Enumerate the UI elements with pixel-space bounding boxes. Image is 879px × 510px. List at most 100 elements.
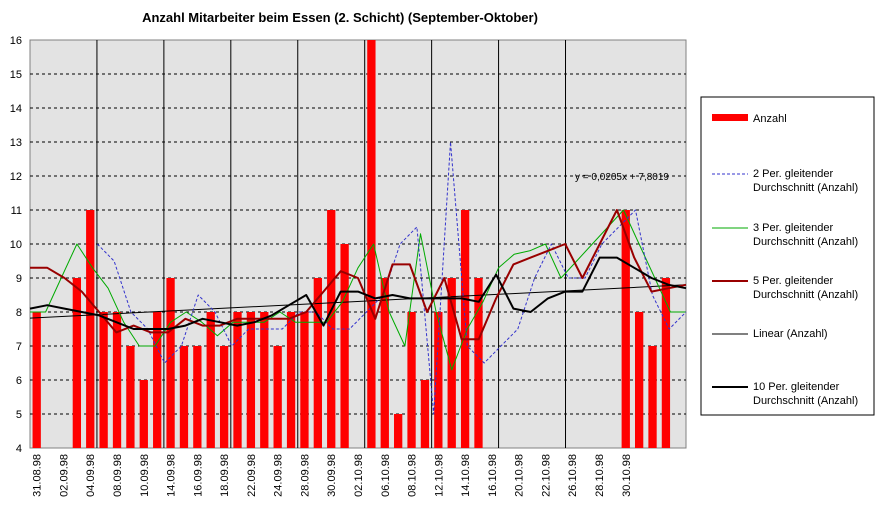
legend: Anzahl 2 Per. gleitender Durchschnitt (An… [700,96,875,416]
y-tick-label: 7 [16,341,22,353]
bar [420,380,430,448]
y-tick-label: 11 [11,205,22,217]
x-tick-label: 24.09.98 [273,454,285,497]
legend-label-ma2: 2 Per. gleitender Durchschnitt (Anzahl) [753,168,858,194]
x-tick-label: 12.10.98 [433,454,445,497]
x-tick-label: 30.10.98 [621,454,633,497]
x-tick-label: 18.09.98 [219,454,231,497]
trendline-label: y = 0,0205x + 7,8019 [575,172,669,183]
legend-label-ma10: 10 Per. gleitender Durchschnitt (Anzahl) [753,381,858,407]
legend-label-ma5-line1: 5 Per. gleitender [753,275,833,287]
x-tick-label: 16.10.98 [487,454,499,497]
x-tick-label: 22.09.98 [246,454,258,497]
x-tick-label: 02.10.98 [353,454,365,497]
legend-label-ma10-line1: 10 Per. gleitender [753,381,840,393]
x-tick-label: 28.09.98 [299,454,311,497]
bar [621,210,630,448]
y-tick-label: 13 [10,137,22,149]
bar [661,278,671,448]
y-tick-label: 9 [16,273,22,285]
bar [233,312,242,448]
bar [153,312,162,448]
y-tick-label: 8 [16,307,22,319]
legend-label-linear: Linear (Anzahl) [753,328,828,340]
legend-label-ma3-line1: 3 Per. gleitender [753,222,833,234]
x-axis: 31.08.98 02.09.98 04.09.98 08.09.98 10.09.98… [32,454,633,497]
bar [273,346,282,448]
x-tick-label: 20.10.98 [514,454,526,497]
bar [246,312,256,448]
bar [166,278,175,448]
x-tick-label: 04.09.98 [85,454,97,497]
x-tick-label: 28.10.98 [594,454,606,497]
legend-label-ma3: 3 Per. gleitender Durchschnitt (Anzahl) [753,222,858,248]
bar [112,312,122,448]
bar [86,210,95,448]
legend-label-ma5-line2: Durchschnitt (Anzahl) [753,289,858,301]
legend-label-ma3-line2: Durchschnitt (Anzahl) [753,236,858,248]
series-ma3-line [30,209,686,371]
x-tick-label: 30.09.98 [326,454,338,497]
series-linear-trend [29,284,687,319]
legend-label-ma5: 5 Per. gleitender Durchschnitt (Anzahl) [753,275,858,301]
bar [648,346,657,448]
x-tick-label: 06.10.98 [380,454,392,497]
gridlines [30,73,686,415]
bar [219,346,229,448]
y-tick-label: 15 [10,69,22,81]
x-tick-label: 16.09.98 [192,454,204,497]
legend-label-ma2-line2: Durchschnitt (Anzahl) [753,182,858,194]
bar [380,278,389,448]
bar [206,312,215,448]
bar [434,312,443,448]
bar [460,210,470,448]
y-tick-label: 14 [10,103,22,115]
line-series [29,141,687,415]
x-tick-label: 22.10.98 [540,454,552,497]
x-tick-label: 26.10.98 [567,454,579,497]
x-tick-label: 14.10.98 [460,454,472,497]
bar [313,278,322,448]
chart-title: Anzahl Mitarbeiter beim Essen (2. Schich… [142,10,538,25]
y-tick-label: 5 [16,409,22,421]
y-tick-label: 16 [10,35,22,47]
y-tick-label: 6 [16,375,22,387]
bar [634,312,644,448]
legend-label-bars: Anzahl [753,113,787,125]
bar [367,40,376,448]
bar [327,210,336,448]
x-tick-label: 08.10.98 [407,454,419,497]
y-axis: 4 5 6 7 8 9 10 11 12 13 14 15 16 [10,35,22,455]
bar [447,278,456,448]
series-ma5-line [30,209,687,341]
bar [99,312,108,448]
x-tick-label: 14.09.98 [166,454,178,497]
y-tick-label: 10 [10,239,22,251]
bar [193,346,202,448]
week-separators [96,40,567,448]
bar [139,380,148,448]
x-tick-label: 10.09.98 [139,454,151,497]
bar [407,312,416,448]
y-tick-label: 12 [10,171,22,183]
legend-label-ma2-line1: 2 Per. gleitender [753,168,833,180]
series-ma10-line [29,256,687,330]
bar [32,312,41,448]
bar [340,244,349,448]
bar [286,312,296,448]
x-tick-label: 31.08.98 [32,454,44,497]
x-tick-label: 02.09.98 [58,454,70,497]
bar [260,312,269,448]
bar-series [32,40,671,448]
bar [72,278,82,448]
y-tick-label: 4 [16,443,22,455]
legend-box [700,96,875,416]
bar [126,346,135,448]
bar [300,312,309,448]
bar [474,278,483,448]
x-tick-label: 08.09.98 [112,454,124,497]
bar [179,346,189,448]
legend-swatch-bars [712,114,748,121]
bar [394,414,403,448]
